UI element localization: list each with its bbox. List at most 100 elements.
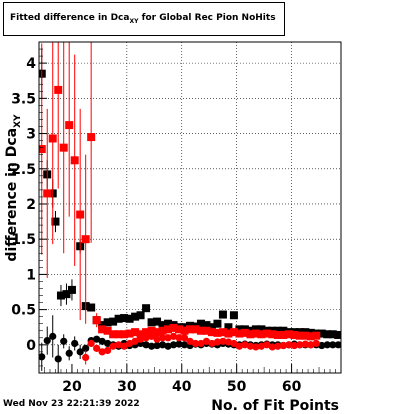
data-point-circle: [60, 337, 68, 345]
data-point-square: [65, 121, 74, 130]
data-point-circle: [147, 342, 156, 350]
y-tick-label: 1.5: [11, 232, 36, 248]
data-point-square: [207, 328, 216, 337]
data-point-square: [103, 318, 112, 327]
data-point-circle: [142, 341, 150, 349]
x-tick-label: 40: [172, 379, 192, 395]
data-point-circle: [104, 339, 112, 348]
data-point-circle: [164, 342, 172, 350]
data-point-circle: [65, 349, 73, 357]
data-point-square: [317, 329, 326, 338]
data-point-square: [125, 329, 134, 338]
data-point-square: [229, 328, 238, 337]
y-tick-label: 2: [26, 197, 36, 213]
data-point-circle: [307, 341, 315, 349]
data-point-circle: [136, 335, 145, 343]
y-tick-label: 3.5: [11, 91, 36, 107]
data-point-square: [81, 235, 90, 244]
data-point-square: [262, 329, 271, 338]
data-point-circle: [98, 348, 106, 356]
data-point-square: [240, 328, 249, 337]
data-point-square: [169, 323, 178, 332]
data-point-square: [114, 314, 123, 323]
data-point-circle: [180, 334, 189, 342]
title-box: Fitted difference in DcaXY for Global Re…: [3, 2, 285, 36]
data-point-square: [164, 325, 173, 334]
data-point-square: [98, 325, 107, 334]
y-axis-label-main: difference in Dca: [4, 128, 20, 262]
data-point-square: [196, 326, 205, 335]
data-point-circle: [213, 338, 222, 346]
data-point-square: [98, 321, 107, 330]
y-tick-label: 4: [26, 56, 36, 72]
data-point-circle: [147, 332, 156, 340]
data-point-circle: [334, 341, 341, 349]
data-point-circle: [329, 341, 337, 349]
data-point-circle: [169, 341, 178, 349]
data-point-circle: [131, 337, 139, 345]
data-point-circle: [241, 341, 249, 349]
series-group: [39, 42, 341, 373]
data-point-square: [202, 326, 211, 335]
data-point-square: [51, 217, 60, 226]
data-point-circle: [98, 337, 106, 345]
data-point-square: [67, 285, 76, 294]
data-point-circle: [312, 339, 320, 348]
data-point-square: [158, 321, 167, 330]
data-point-square: [295, 331, 304, 340]
timestamp: Wed Nov 23 22:21:39 2022: [3, 399, 140, 409]
data-point-circle: [109, 342, 117, 350]
data-point-square: [257, 325, 266, 334]
data-point-circle: [158, 334, 167, 342]
data-point-square: [279, 326, 288, 335]
data-point-circle: [153, 335, 161, 343]
data-point-square: [323, 330, 332, 339]
data-point-circle: [224, 338, 233, 346]
data-point-square: [279, 330, 288, 339]
data-point-square: [273, 326, 282, 335]
data-point-circle: [263, 341, 271, 349]
data-point-square: [109, 330, 118, 339]
y-tick-label: 0.5: [11, 303, 36, 319]
data-point-circle: [246, 342, 254, 350]
data-point-square: [235, 329, 244, 338]
data-point-square: [301, 331, 310, 340]
data-point-circle: [323, 341, 331, 349]
data-point-square: [213, 328, 222, 337]
data-point-square: [207, 323, 216, 332]
data-point-square: [328, 330, 337, 339]
data-point-square: [59, 143, 68, 152]
y-axis-label-sub: XY: [13, 114, 23, 128]
data-point-square: [246, 330, 255, 339]
data-point-square: [70, 156, 79, 165]
data-point-circle: [93, 335, 101, 343]
data-point-square: [229, 311, 238, 320]
y-axis-label: difference in DcaXY: [4, 114, 23, 262]
data-point-square: [92, 316, 101, 325]
data-point-circle: [274, 342, 282, 350]
data-point-circle: [208, 339, 216, 348]
data-point-square: [268, 330, 277, 339]
data-point-circle: [202, 337, 211, 345]
data-point-circle: [158, 341, 167, 349]
data-point-square: [131, 312, 140, 321]
x-tick-label: 50: [227, 379, 247, 395]
data-point-square: [213, 319, 222, 328]
data-point-square: [224, 323, 233, 332]
title-sub: XY: [129, 17, 139, 25]
data-point-circle: [76, 348, 84, 356]
data-point-circle: [180, 341, 189, 349]
chart-title: Fitted difference in DcaXY for Global Re…: [10, 13, 276, 25]
x-tick-label: 60: [282, 379, 302, 395]
data-point-square: [120, 330, 129, 339]
data-point-square: [43, 189, 52, 198]
data-point-circle: [191, 339, 200, 348]
data-point-circle: [296, 341, 304, 349]
data-point-circle: [268, 343, 276, 351]
data-point-circle: [104, 346, 112, 355]
data-point-square: [131, 328, 140, 337]
plot-frame: [38, 41, 342, 374]
data-point-square: [186, 325, 194, 334]
data-point-square: [109, 317, 118, 326]
data-point-square: [290, 330, 299, 339]
